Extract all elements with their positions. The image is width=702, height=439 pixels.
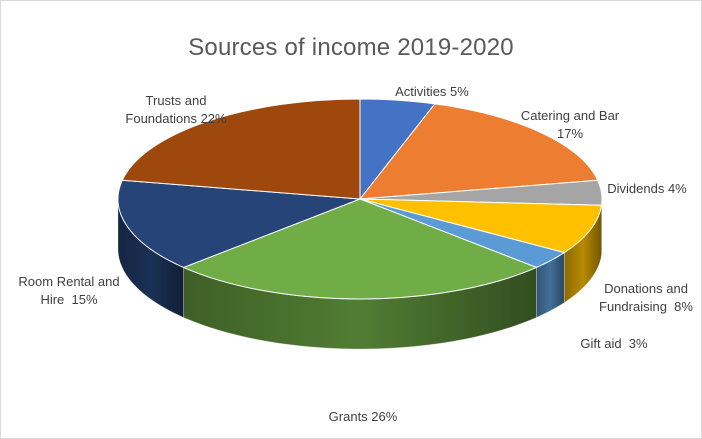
data-label-activities: Activities 5%: [395, 84, 469, 99]
pie-slice-catering-and-bar: [358, 103, 599, 200]
data-label-grants: Grants 26%: [329, 409, 398, 424]
data-label-trusts-and-foundations: Trusts and Foundations 22%: [125, 93, 227, 126]
data-label-room-rental-and-hire: Room Rental and Hire 15%: [18, 274, 119, 307]
pie-side-walls: [117, 198, 603, 350]
pie-slice-grants: [182, 198, 538, 300]
data-labels: Activities 5% Catering and Bar 17% Dividend…: [18, 84, 693, 424]
pie-top-faces: [117, 98, 603, 300]
data-label-donations-and-fundraising: Donations and Fundraising 8%: [599, 281, 693, 314]
pie-slice-room-rental-and-hire: [117, 179, 361, 268]
data-label-gift-aid: Gift aid 3%: [580, 336, 648, 351]
pie-slice-trusts-and-foundations: [121, 98, 361, 200]
chart-title: Sources of income 2019-2020: [188, 34, 514, 61]
data-label-catering-and-bar: Catering and Bar 17%: [521, 108, 620, 141]
pie-slice-donations-and-fundraising: [359, 198, 603, 254]
data-label-dividends: Dividends 4%: [607, 181, 687, 196]
